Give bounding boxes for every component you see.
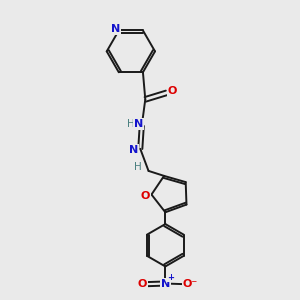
Text: H: H bbox=[134, 162, 142, 172]
Text: N: N bbox=[111, 24, 121, 34]
Text: O: O bbox=[168, 86, 177, 96]
Text: O⁻: O⁻ bbox=[183, 279, 198, 289]
Text: +: + bbox=[167, 273, 174, 282]
Text: O: O bbox=[140, 191, 150, 201]
Text: N: N bbox=[161, 278, 170, 289]
Text: O: O bbox=[138, 279, 147, 289]
Text: N: N bbox=[129, 145, 138, 155]
Text: N: N bbox=[134, 119, 143, 129]
Text: H: H bbox=[127, 118, 134, 128]
